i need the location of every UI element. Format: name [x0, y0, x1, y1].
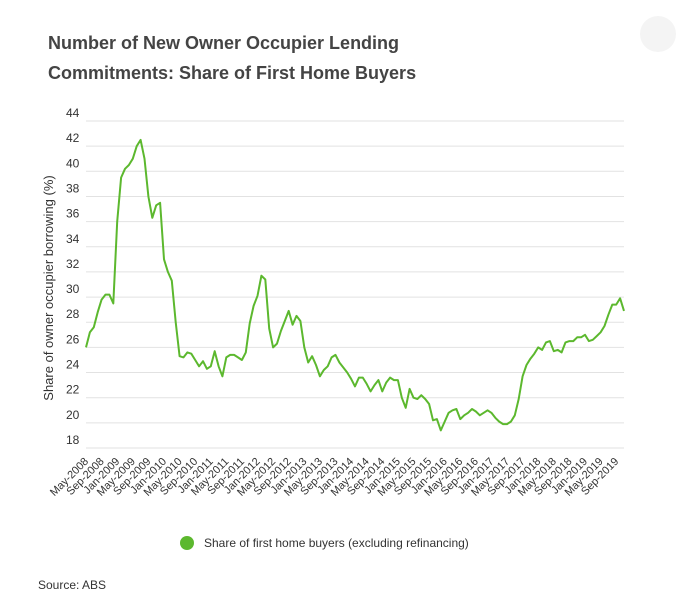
y-tick-label: 30 [66, 282, 80, 296]
chart-title-line-1: Number of New Owner Occupier Lending [48, 33, 400, 53]
y-tick-label: 34 [66, 232, 80, 246]
legend-label: Share of first home buyers (excluding re… [204, 536, 469, 550]
y-axis-label: Share of owner occupier borrowing (%) [41, 175, 56, 400]
series-line-first-home-buyers [85, 138, 625, 432]
y-tick-label: 38 [66, 181, 80, 195]
y-axis-ticks: 18 20 22 24 26 28 30 32 34 36 38 40 42 44 [66, 106, 80, 447]
y-tick-label: 40 [66, 156, 80, 170]
gridlines [86, 120, 624, 449]
corner-decoration [640, 16, 676, 52]
source-note: Source: ABS [38, 578, 107, 592]
y-tick-label: 36 [66, 207, 80, 221]
y-tick-label: 44 [66, 106, 80, 120]
y-tick-label: 32 [66, 257, 80, 271]
y-tick-label: 20 [66, 408, 80, 422]
y-tick-label: 26 [66, 332, 80, 346]
series-layer [85, 138, 625, 432]
x-axis-ticks: May-2008Sep-2008Jan-2009May-2009Sep-2009… [48, 456, 621, 499]
y-tick-label: 42 [66, 131, 80, 145]
chart-title-line-2: Commitments: Share of First Home Buyers [48, 63, 417, 83]
y-tick-label: 22 [66, 383, 80, 397]
legend: Share of first home buyers (excluding re… [180, 536, 469, 550]
chart-title: Number of New Owner Occupier Lending Com… [48, 28, 608, 88]
y-tick-label: 24 [66, 358, 80, 372]
legend-marker [180, 536, 194, 550]
y-tick-label: 28 [66, 307, 80, 321]
y-tick-label: 18 [66, 433, 80, 447]
